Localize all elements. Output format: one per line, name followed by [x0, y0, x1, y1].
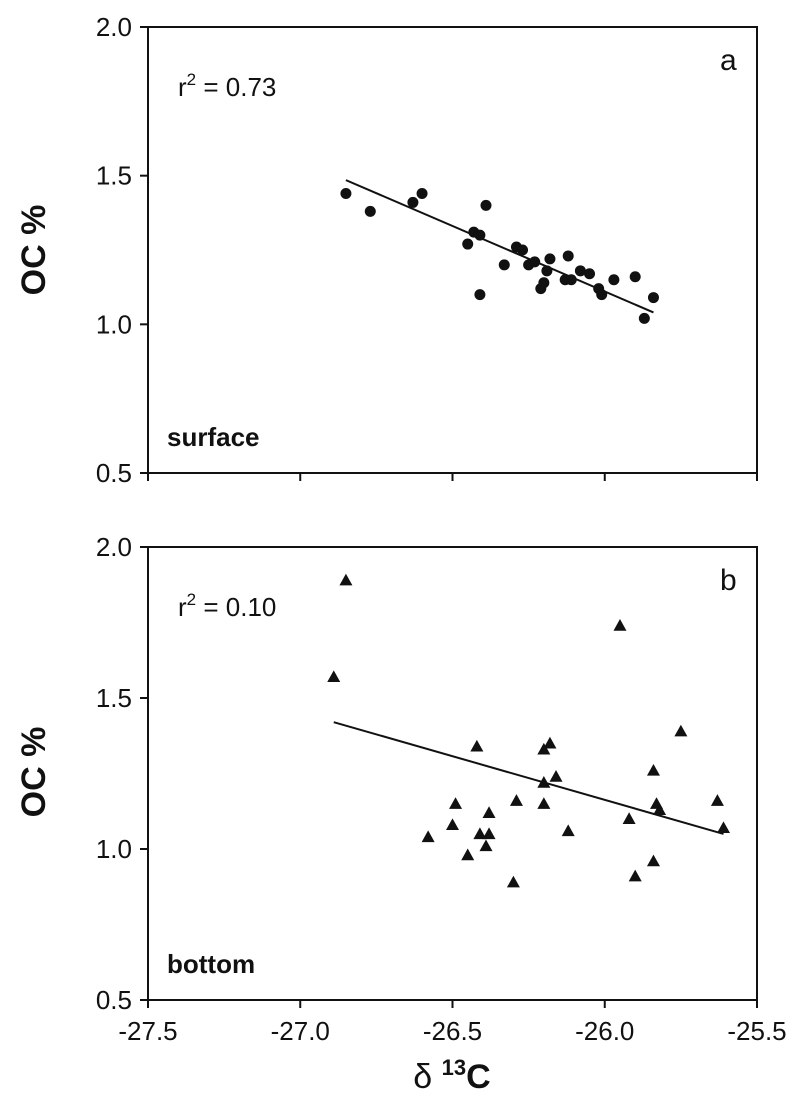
panel-a-data-point: [574, 265, 586, 277]
x-axis-title-text: δ 13C: [413, 1055, 490, 1096]
panel-b-data-point: [674, 724, 688, 737]
panel-a-data-point: [584, 268, 596, 280]
panel-a-y-tick-label: 1.0: [96, 309, 132, 339]
panel-b-data-point: [506, 875, 520, 888]
panel-b-data-point: [628, 869, 642, 882]
panel-a-y-tick-label: 1.5: [96, 161, 132, 191]
panel-a-data-point: [407, 196, 419, 208]
panel-b-data-point: [622, 812, 636, 824]
panel-a-data-point: [541, 265, 553, 277]
panel-a-r2-annotation: r2 = 0.73: [178, 70, 276, 102]
panel-b-data-point: [449, 797, 463, 809]
panel-a-data-point: [608, 274, 620, 286]
panel-b-data-point: [613, 619, 627, 631]
panel-b-group-label: bottom: [167, 949, 255, 979]
panel-b-data-point: [473, 827, 487, 840]
panel-b-x-tick-label: -25.5: [727, 1016, 786, 1046]
panel-b-data-point: [339, 573, 353, 586]
panel-a-y-axis-title: OC %: [15, 205, 53, 296]
panel-a-data-point: [647, 292, 659, 304]
panel-b-data-point: [446, 818, 459, 831]
panel-b-data-point: [543, 736, 557, 749]
panel-b-y-tick-label: 2.0: [96, 532, 132, 562]
panel-b-data-point: [482, 806, 496, 818]
panel-a-group-label: surface: [167, 422, 260, 452]
panel-b-x-tick-label: -26.5: [423, 1016, 482, 1046]
panel-b-x-tick-label: -26.0: [575, 1016, 634, 1046]
panel-a-y-tick-label: 2.0: [96, 12, 132, 42]
panel-a-data-point: [340, 188, 352, 200]
panel-a-data-point: [596, 289, 608, 301]
panel-b-data-point: [470, 739, 484, 752]
panel-a-data-point: [544, 253, 556, 265]
panel-a-panel-letter: a: [720, 44, 737, 77]
panel-b-data-point: [461, 848, 475, 861]
panel-a-data-point: [517, 244, 529, 256]
panel-b-data-point: [537, 776, 551, 788]
panel-b-data-point: [482, 827, 496, 840]
panel-a-data-point: [629, 271, 641, 283]
panel-b-data-point: [646, 854, 660, 867]
panel-b-y-axis-title: OC %: [15, 727, 53, 818]
panel-b-data-point: [653, 803, 667, 815]
panel-b-data-point: [717, 821, 731, 834]
panel-a-data-point: [416, 188, 428, 200]
panel-b-y-tick-label: 1.5: [96, 683, 132, 713]
panel-b-y-tick-label: 0.5: [96, 985, 132, 1015]
panel-b-r2-annotation: r2 = 0.10: [178, 590, 276, 622]
panel-b-data-point: [710, 794, 724, 806]
panel-a-data-point: [480, 199, 492, 211]
panel-a-data-point: [474, 289, 486, 301]
panel-a-data-point: [474, 229, 486, 241]
panel-a-data-point: [364, 205, 376, 217]
panel-b-regression-line: [333, 721, 724, 835]
panel-a-data-point: [529, 256, 541, 268]
panel-b-data-point: [549, 770, 563, 782]
panel-b-data-point: [537, 742, 551, 755]
panel-b-y-tick-label: 1.0: [96, 834, 132, 864]
panel-a-data-point: [538, 277, 550, 289]
panel-b-data-point: [509, 794, 523, 806]
panel-a-surface: 0.5 1.0 1.5 2.0 OC % a r2 = 0.73 surface: [15, 12, 758, 488]
panel-b-data-point: [479, 839, 493, 852]
panel-b-data-point: [561, 824, 575, 837]
panel-b-data-point: [646, 763, 660, 776]
panel-b-data-point: [537, 797, 551, 809]
x-axis-title: δ 13C: [413, 1055, 490, 1096]
panel-a-data-point: [498, 259, 510, 271]
panel-a-data-point: [562, 250, 574, 262]
panel-b-data-point: [421, 830, 435, 843]
panel-b-x-tick-label: -27.0: [271, 1016, 330, 1046]
panel-b-panel-letter: b: [720, 564, 737, 597]
panel-a-data-point: [462, 238, 474, 250]
panel-b-x-tick-label: -27.5: [118, 1016, 177, 1046]
panel-a-regression-line: [345, 179, 654, 314]
panel-b-data-point: [327, 670, 341, 683]
panel-a-data-point: [638, 312, 650, 324]
panel-a-data-point: [565, 274, 577, 286]
panel-a-y-tick-label: 0.5: [96, 458, 132, 488]
panel-b-bottom: 0.5 1.0 1.5 2.0 -27.5 -27.0 -26.5 -26.0 -25.5 OC …: [15, 532, 787, 1046]
